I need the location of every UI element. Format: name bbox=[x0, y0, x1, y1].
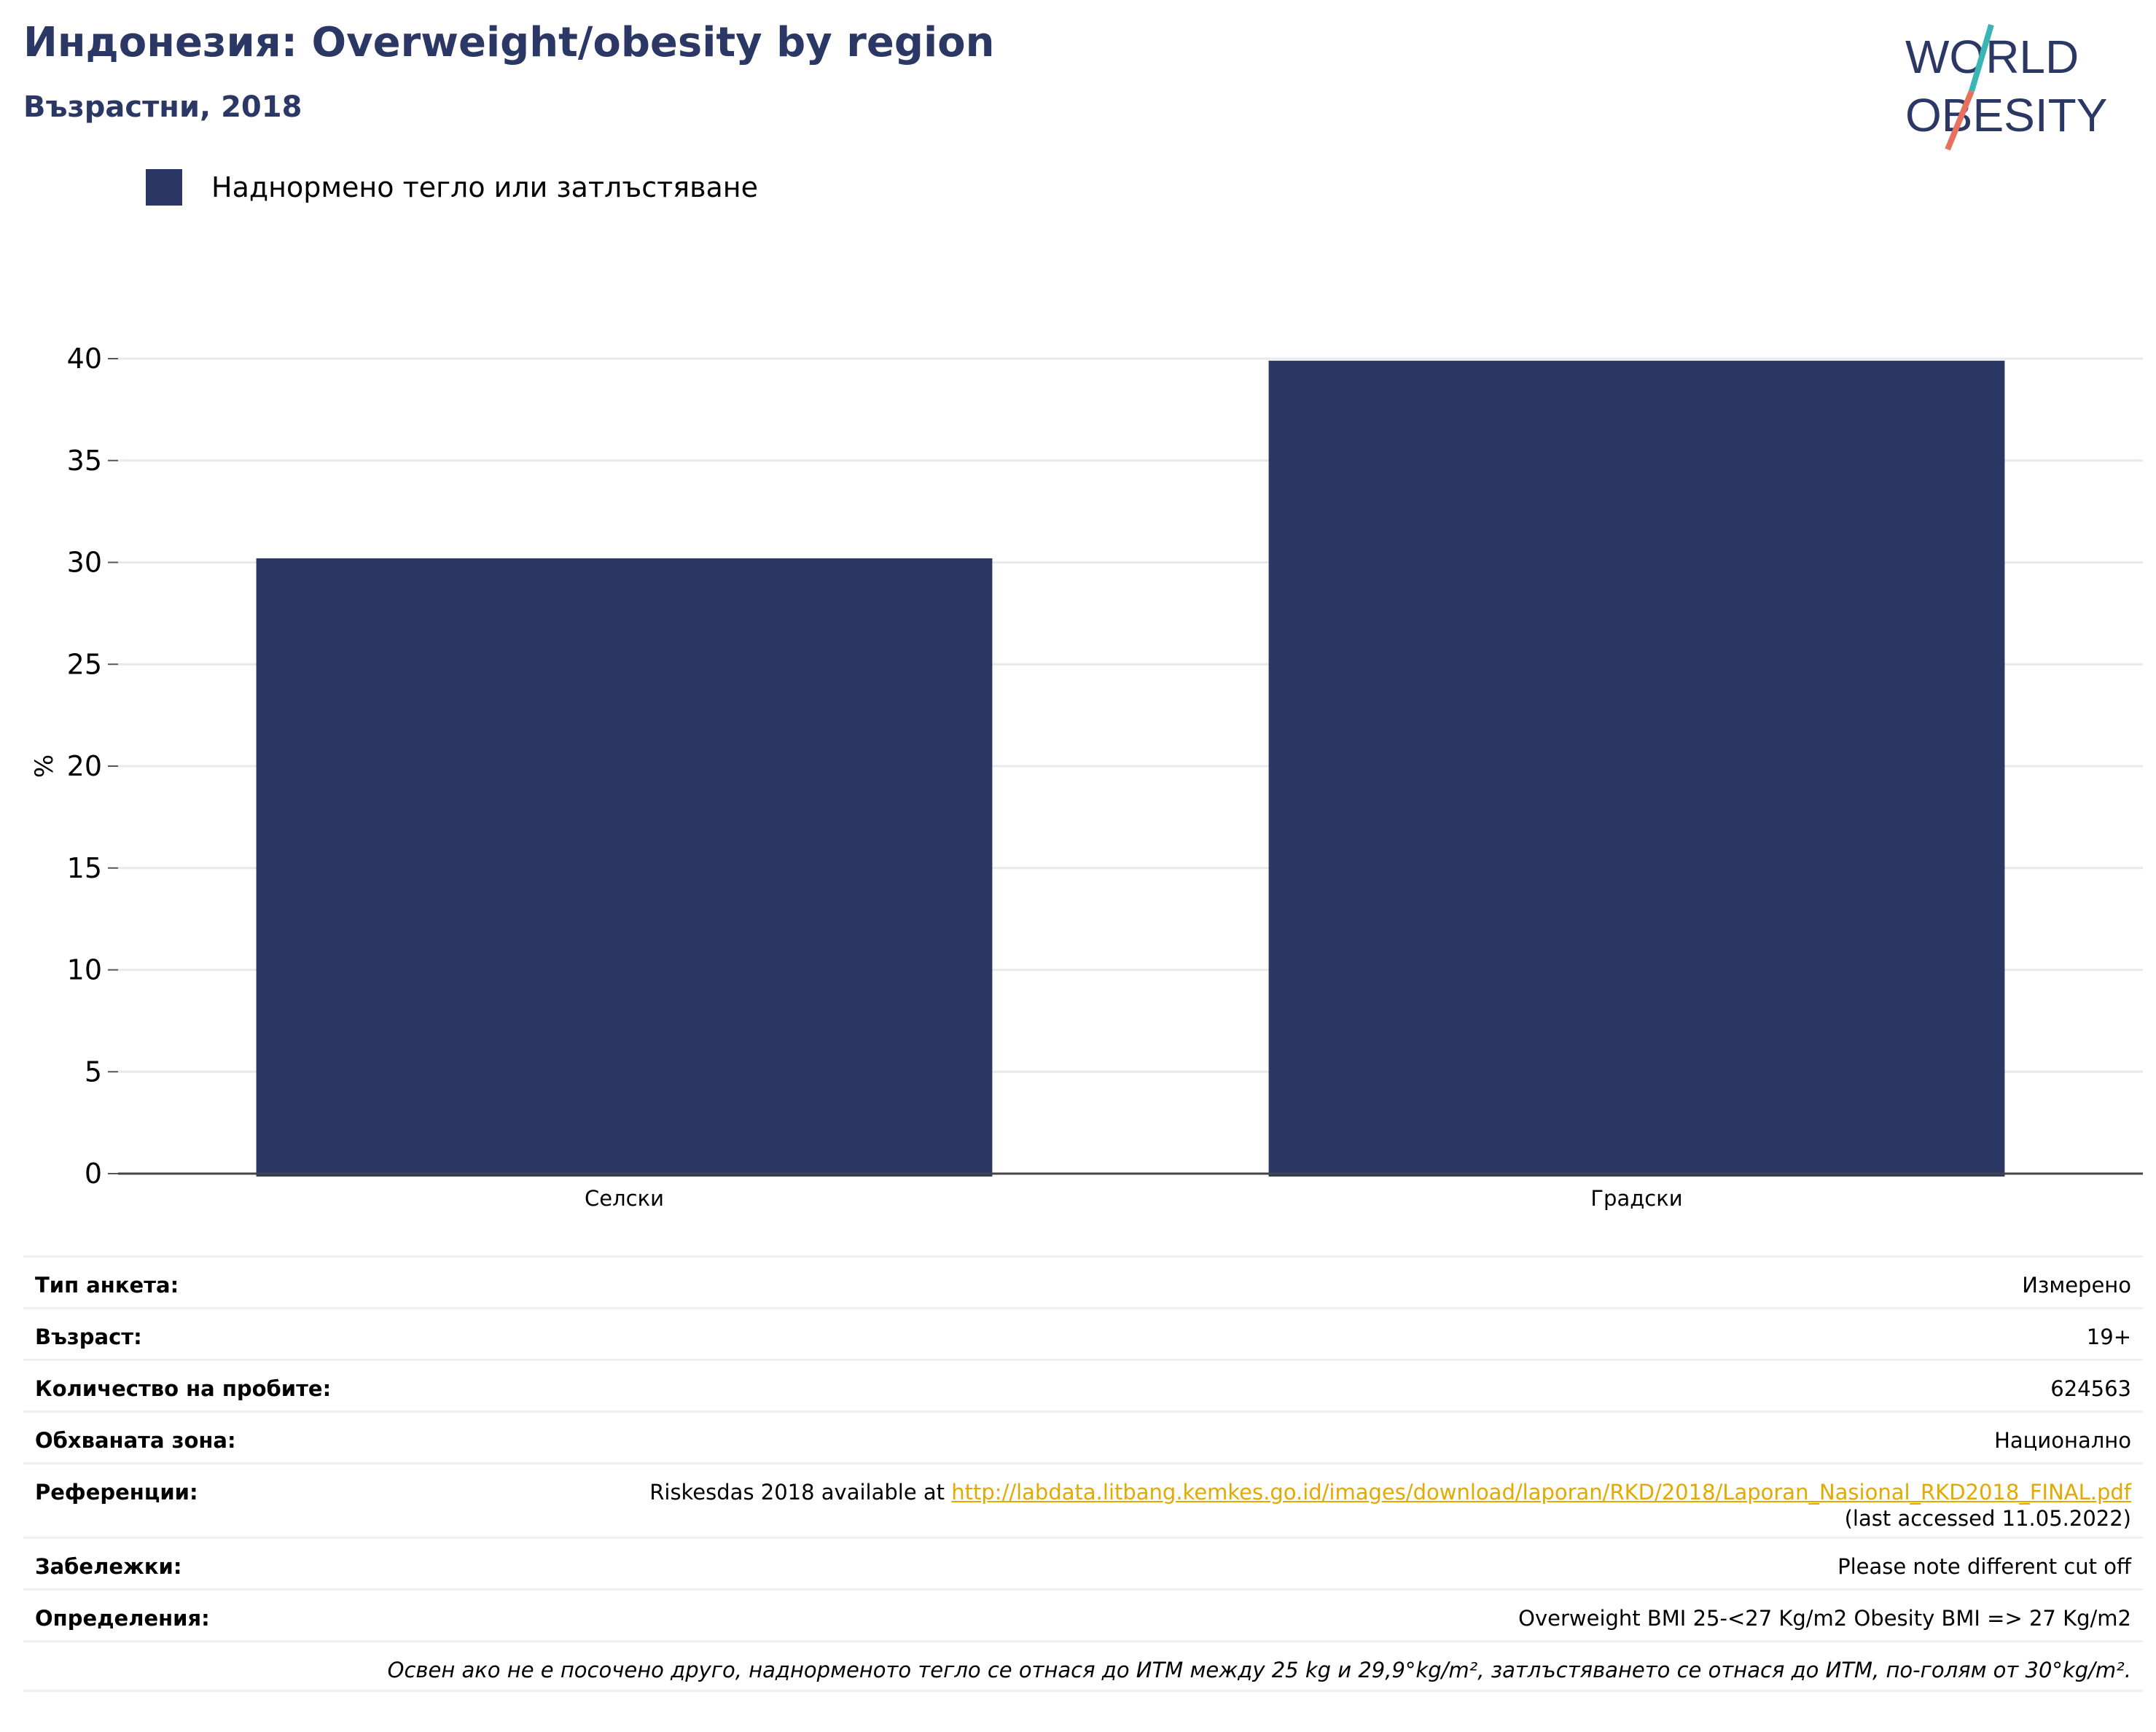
world-obesity-logo: WORLD OBESITY bbox=[1905, 23, 2107, 151]
info-row-definitions: Определения: Overweight BMI 25-<27 Kg/m2… bbox=[23, 1588, 2143, 1640]
x-tick-label: Градски bbox=[1590, 1186, 1682, 1211]
references-link[interactable]: http://labdata.litbang.kemkes.go.id/imag… bbox=[951, 1480, 2131, 1505]
area-value: Национално bbox=[1994, 1428, 2131, 1453]
svg-text:OBESITY: OBESITY bbox=[1905, 89, 2107, 141]
y-tick-label: 30 bbox=[67, 547, 102, 579]
sample-label: Количество на пробите: bbox=[35, 1376, 332, 1401]
y-tick-label: 20 bbox=[67, 750, 102, 782]
y-tick-label: 10 bbox=[67, 954, 102, 986]
age-value: 19+ bbox=[2086, 1325, 2131, 1349]
chart-subtitle: Възрастни, 2018 bbox=[23, 90, 302, 124]
definitions-label: Определения: bbox=[35, 1606, 210, 1631]
bar bbox=[1268, 360, 2005, 1177]
age-label: Възраст: bbox=[35, 1325, 142, 1349]
footnote: Освен ако не е посочено друго, наднормен… bbox=[387, 1658, 2131, 1682]
references-label: Референции: bbox=[35, 1480, 198, 1505]
survey-type-value: Измерено bbox=[2022, 1273, 2131, 1298]
y-tick-label: 5 bbox=[85, 1056, 102, 1088]
survey-type-label: Тип анкета: bbox=[35, 1273, 179, 1298]
info-row-sample: Количество на пробите: 624563 bbox=[23, 1359, 2143, 1411]
info-row-notes: Забележки: Please note different cut off bbox=[23, 1537, 2143, 1588]
info-row-footnote: Освен ако не е посочено друго, наднормен… bbox=[23, 1640, 2143, 1692]
legend-swatch bbox=[146, 169, 182, 206]
y-tick-label: 40 bbox=[67, 343, 102, 375]
notes-value: Please note different cut off bbox=[1837, 1554, 2131, 1579]
notes-label: Забележки: bbox=[35, 1554, 182, 1579]
info-row-survey-type: Тип анкета: Измерено bbox=[23, 1255, 2143, 1307]
y-tick-label: 15 bbox=[67, 852, 102, 884]
references-prefix: Riskesdas 2018 available at bbox=[649, 1480, 952, 1505]
area-label: Обхваната зона: bbox=[35, 1428, 236, 1453]
survey-info-table: Тип анкета: Измерено Възраст: 19+ Количе… bbox=[23, 1255, 2143, 1692]
references-value: Riskesdas 2018 available at http://labda… bbox=[649, 1479, 2131, 1532]
legend-label: Наднормено тегло или затлъстяване bbox=[211, 171, 758, 203]
references-accessed: (last accessed 11.05.2022) bbox=[1844, 1506, 2131, 1531]
bar-chart: 0 5 10 15 20 25 30 35 40% Селски Градски bbox=[30, 343, 2143, 1211]
definitions-value: Overweight BMI 25-<27 Kg/m2 Obesity BMI … bbox=[1518, 1606, 2131, 1631]
y-axis-label: % bbox=[30, 754, 59, 778]
info-row-area: Обхваната зона: Национално bbox=[23, 1411, 2143, 1462]
info-row-references: Референции: Riskesdas 2018 available at … bbox=[23, 1462, 2143, 1537]
legend: Наднормено тегло или затлъстяване bbox=[146, 169, 758, 206]
svg-text:WORLD: WORLD bbox=[1905, 31, 2079, 83]
info-row-age: Възраст: 19+ bbox=[23, 1307, 2143, 1359]
chart-title: Индонезия: Overweight/obesity by region bbox=[23, 19, 995, 66]
x-tick-label: Селски bbox=[585, 1186, 664, 1211]
bar bbox=[256, 558, 993, 1177]
y-tick-label: 25 bbox=[67, 648, 102, 680]
y-tick-label: 35 bbox=[67, 445, 102, 477]
y-tick-label: 0 bbox=[85, 1158, 102, 1190]
sample-value: 624563 bbox=[2050, 1376, 2131, 1401]
